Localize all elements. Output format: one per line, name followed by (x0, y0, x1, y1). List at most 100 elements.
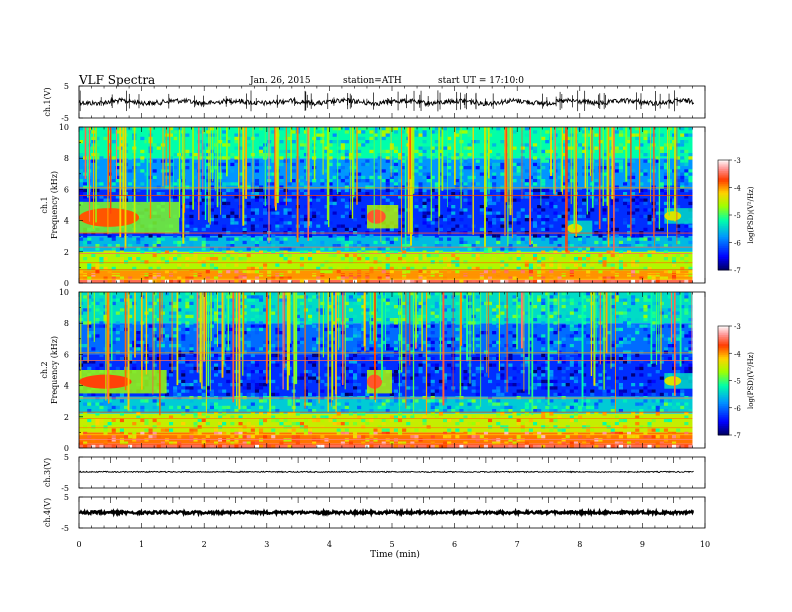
psd-cell (475, 257, 480, 261)
psd-cell (598, 231, 603, 235)
psd-cell (524, 357, 529, 361)
psd-cell (291, 179, 296, 183)
psd-cell (299, 214, 304, 219)
psd-cell (271, 211, 276, 215)
psd-cell (246, 441, 251, 445)
psd-cell (185, 153, 190, 157)
psd-cell (377, 360, 382, 364)
psd-cell (263, 231, 268, 235)
psd-cell (332, 396, 337, 400)
psd-cell (557, 244, 562, 248)
psd-cell (438, 172, 443, 176)
psd-cell (635, 240, 640, 245)
psd-cell (667, 237, 672, 241)
psd-cell (516, 350, 521, 354)
psd-cell (361, 418, 366, 423)
psd-cell (218, 389, 223, 393)
psd-cell (418, 234, 423, 238)
psd-cell (222, 412, 227, 416)
psd-cell (115, 311, 120, 315)
psd-cell (177, 350, 182, 354)
psd-cell (209, 214, 214, 219)
figure-start-time: start UT = 17:10:0 (438, 76, 524, 86)
psd-cell (361, 311, 366, 315)
psd-cell (115, 350, 120, 354)
psd-cell (422, 156, 427, 160)
psd-cell (308, 234, 313, 238)
psd-cell (271, 276, 276, 280)
psd-cell (344, 140, 349, 144)
psd-cell (369, 318, 374, 322)
psd-cell (201, 422, 206, 426)
psd-cell (533, 179, 538, 183)
psd-cell (353, 331, 358, 335)
psd-cell (209, 127, 214, 131)
psd-cell (107, 166, 112, 170)
psd-cell (414, 438, 419, 442)
psd-cell (340, 179, 345, 183)
psd-cell (385, 188, 390, 193)
psd-cell (422, 324, 427, 328)
psd-cell (467, 143, 472, 147)
psd-cell (443, 399, 448, 403)
psd-cell (164, 383, 169, 387)
figure-title: VLF Spectra (78, 73, 155, 87)
psd-cell (324, 327, 329, 332)
psd-cell (389, 146, 394, 150)
psd-cell (672, 182, 677, 186)
psd-cell (271, 172, 276, 176)
psd-cell (279, 175, 284, 180)
psd-cell (426, 136, 431, 141)
psd-cell (492, 340, 497, 345)
psd-cell (128, 435, 133, 439)
psd-cell (434, 301, 439, 306)
psd-cell (246, 422, 251, 426)
psd-cell (303, 373, 308, 377)
psd-cell (561, 198, 566, 202)
psd-cell (492, 175, 497, 180)
psd-cell (512, 146, 517, 150)
psd-cell (614, 227, 619, 232)
psd-cell (299, 266, 304, 271)
psd-cell (156, 337, 161, 341)
psd-cell (287, 166, 292, 170)
psd-cell (263, 211, 268, 215)
psd-cell (508, 357, 513, 361)
psd-cell (169, 353, 174, 358)
psd-cell (418, 321, 423, 325)
psd-cell (565, 279, 570, 284)
psd-cell (303, 166, 308, 170)
psd-cell (373, 162, 378, 167)
psd-cell (238, 188, 243, 193)
psd-cell (275, 399, 280, 403)
psd-cell (393, 298, 398, 302)
psd-cell (643, 153, 648, 157)
psd-cell (496, 422, 501, 426)
psd-cell (242, 279, 247, 284)
psd-cell (103, 127, 108, 131)
psd-cell (324, 366, 329, 371)
psd-cell (434, 402, 439, 406)
psd-cell (471, 431, 476, 436)
psd-cell (353, 244, 358, 248)
psd-cell (578, 214, 583, 219)
psd-cell (111, 340, 116, 345)
psd-cell (107, 402, 112, 406)
psd-cell (369, 136, 374, 141)
psd-cell (410, 263, 415, 267)
psd-cell (336, 156, 341, 160)
psd-cell (209, 292, 214, 296)
psd-cell (316, 211, 321, 215)
psd-cell (185, 257, 190, 261)
psd-cell (610, 250, 615, 254)
psd-cell (618, 169, 623, 173)
psd-cell (438, 418, 443, 423)
psd-cell (365, 425, 370, 429)
psd-cell (561, 185, 566, 189)
psd-cell (312, 441, 317, 445)
psd-cell (332, 298, 337, 302)
psd-cell (508, 438, 513, 442)
psd-cell (610, 240, 615, 245)
psd-cell (659, 182, 664, 186)
psd-cell (181, 279, 186, 284)
